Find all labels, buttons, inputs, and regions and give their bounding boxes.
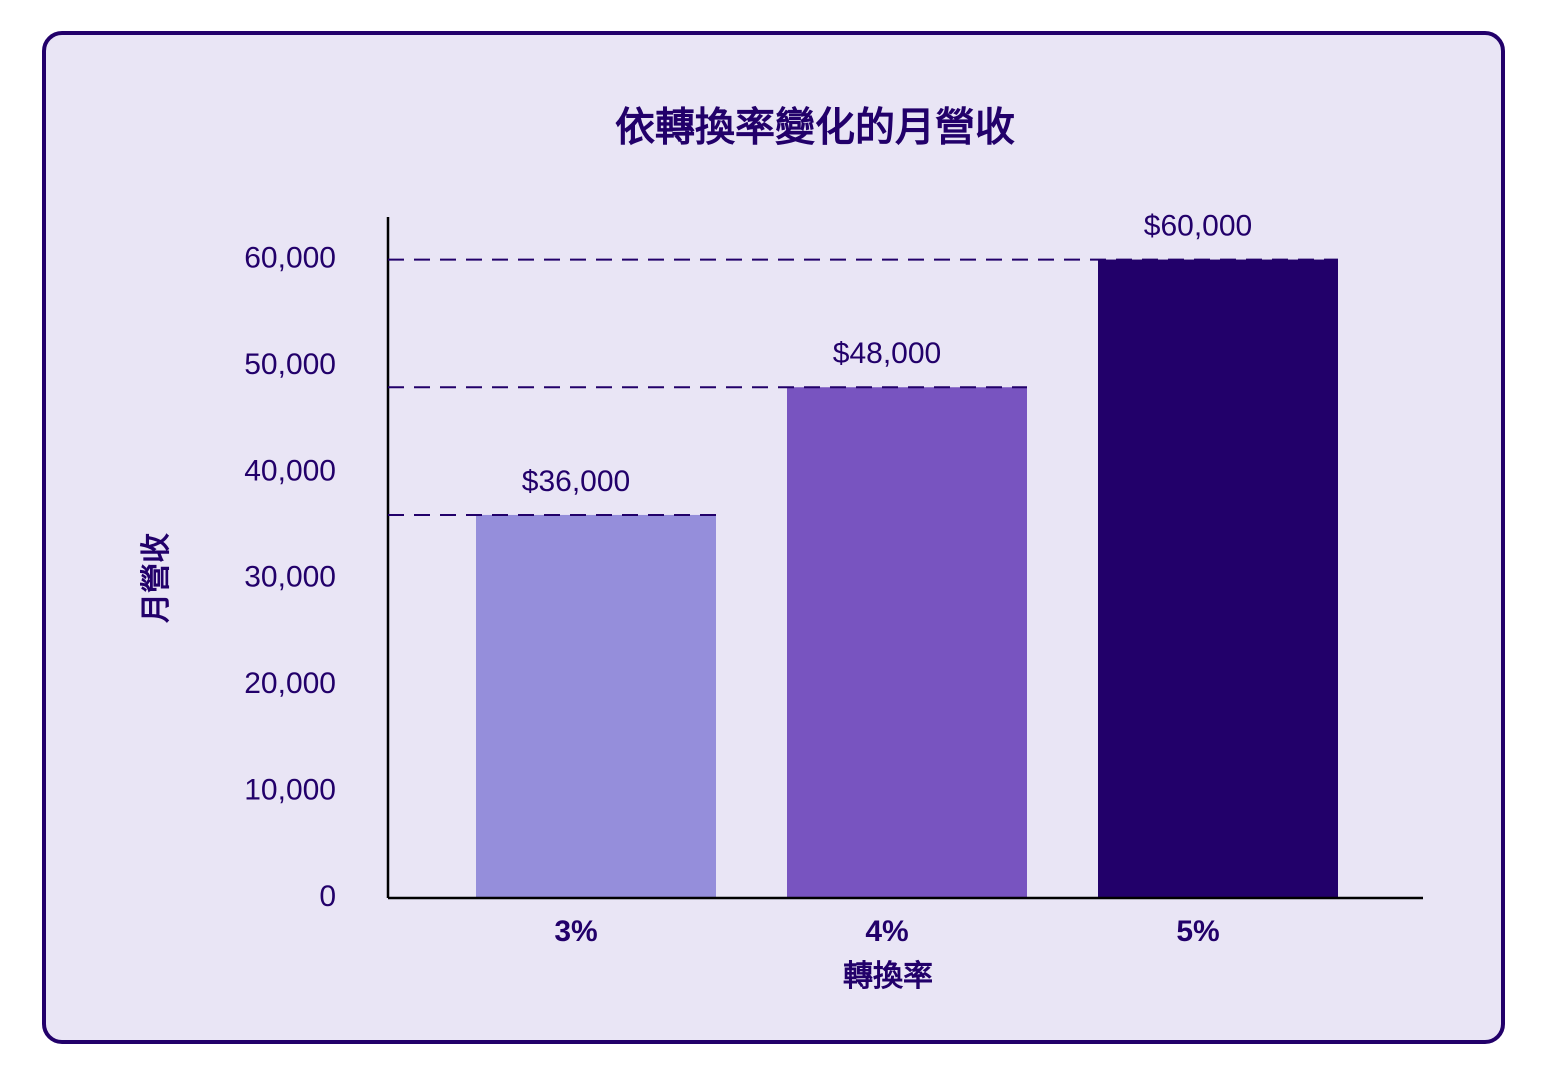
bar: [1098, 259, 1338, 898]
x-tick-label: 3%: [554, 915, 597, 948]
y-axis-label: 月營收: [140, 533, 173, 623]
y-tick-label: 50,000: [244, 348, 336, 381]
value-label: $48,000: [833, 337, 941, 370]
value-label: $60,000: [1144, 209, 1252, 242]
x-tick-label: 5%: [1176, 915, 1219, 948]
x-axis-label: 轉換率: [843, 960, 933, 993]
y-tick-label: 40,000: [244, 454, 336, 487]
y-tick-label: 20,000: [244, 667, 336, 700]
value-label: $36,000: [522, 465, 630, 498]
bar: [787, 387, 1027, 898]
y-tick-label: 30,000: [244, 561, 336, 594]
y-tick-label: 10,000: [244, 774, 336, 807]
y-tick-label: 60,000: [244, 241, 336, 274]
y-tick-label: 0: [319, 880, 336, 913]
chart-title: 依轉換率變化的月營收: [615, 106, 1015, 150]
x-tick-label: 4%: [865, 915, 908, 948]
bar: [476, 514, 716, 898]
